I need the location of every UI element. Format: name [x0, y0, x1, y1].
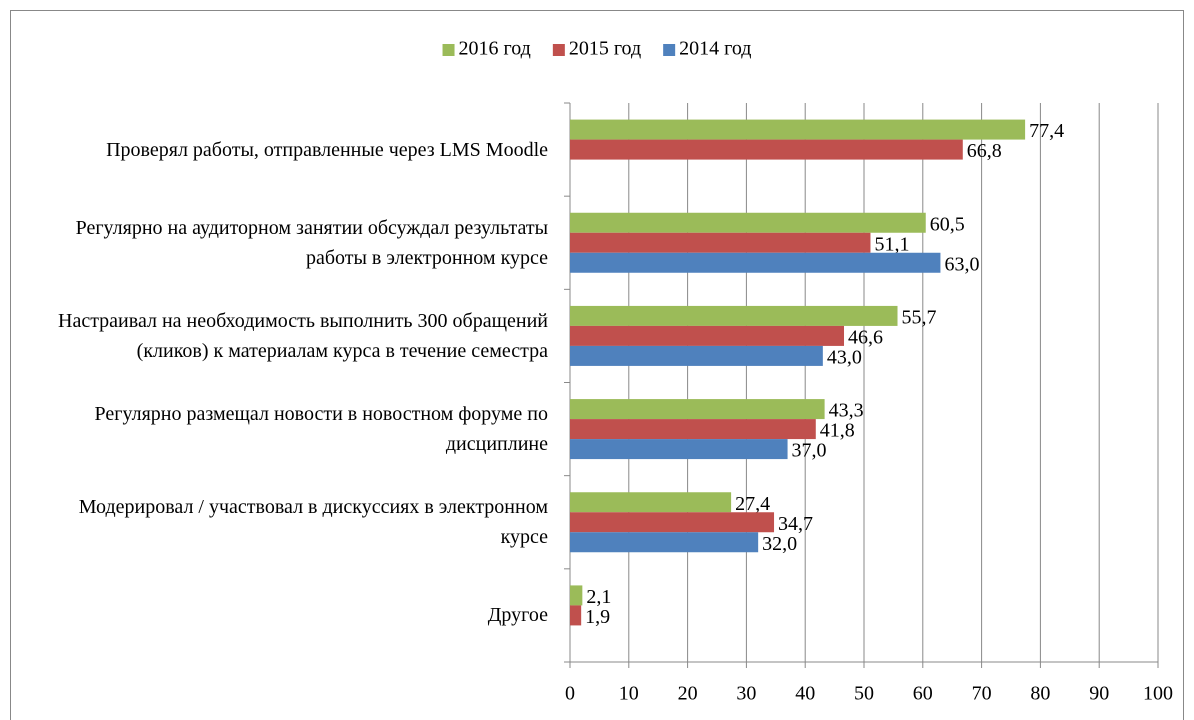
category-text: Проверял работы, отправленные через LMS … [106, 138, 548, 161]
data-label: 37,0 [792, 440, 827, 462]
bar [570, 305, 898, 326]
bar [570, 399, 825, 420]
y-tick-label: Регулярно на аудиторном занятии обсуждал… [28, 196, 548, 289]
data-label: 43,0 [827, 347, 862, 369]
category-text: Настраивал на необходимость выполнить 30… [58, 309, 548, 362]
data-label: 46,6 [848, 327, 883, 349]
x-tick-label: 20 [678, 683, 698, 705]
x-tick-label: 0 [565, 683, 575, 705]
data-label: 34,7 [778, 513, 813, 535]
x-tick-label: 30 [736, 683, 756, 705]
data-label: 27,4 [735, 493, 770, 515]
legend-label: 2016 год [459, 38, 531, 60]
category-text: Регулярно размещал новости в новостном ф… [94, 403, 548, 456]
data-label: 41,8 [820, 420, 855, 442]
data-label: 32,0 [762, 533, 797, 555]
data-label: 60,5 [930, 213, 965, 235]
data-label: 1,9 [585, 606, 610, 628]
x-tick-label: 40 [795, 683, 815, 705]
legend-label: 2015 год [569, 38, 641, 60]
x-tick-label: 90 [1089, 683, 1109, 705]
data-label: 66,8 [967, 140, 1002, 162]
y-tick-label: Проверял работы, отправленные через LMS … [28, 103, 548, 196]
data-label: 43,3 [829, 400, 864, 422]
chart-frame [10, 10, 1184, 720]
bar [570, 439, 788, 460]
category-text: Регулярно на аудиторном занятии обсуждал… [75, 216, 548, 269]
data-label: 77,4 [1029, 120, 1064, 142]
legend-swatch [663, 44, 676, 56]
bar [570, 345, 823, 366]
x-tick-label: 10 [619, 683, 639, 705]
bar [570, 585, 583, 606]
data-label: 55,7 [902, 307, 937, 329]
data-label: 2,1 [586, 586, 611, 608]
y-tick-label: Настраивал на необходимость выполнить 30… [28, 289, 548, 382]
bar [570, 512, 775, 533]
bar [570, 325, 845, 346]
bar [570, 492, 732, 513]
bar [570, 605, 582, 626]
bar [570, 139, 963, 160]
legend-label: 2014 год [679, 38, 751, 60]
bar [570, 419, 816, 440]
y-tick-label: Другое [28, 569, 548, 662]
data-label: 63,0 [944, 253, 979, 275]
bar [570, 232, 871, 253]
y-tick-label: Регулярно размещал новости в новостном ф… [28, 383, 548, 476]
data-label: 51,1 [874, 233, 909, 255]
bar [570, 119, 1026, 140]
x-tick-label: 70 [972, 683, 992, 705]
category-text: Модерировал / участвовал в дискуссиях в … [78, 496, 548, 549]
bar [570, 212, 926, 233]
legend-swatch [442, 44, 455, 56]
x-tick-label: 80 [1030, 683, 1050, 705]
bar [570, 252, 941, 273]
category-text: Другое [487, 604, 548, 627]
x-tick-label: 60 [913, 683, 933, 705]
x-tick-label: 50 [854, 683, 874, 705]
legend-swatch [552, 44, 565, 56]
bar [570, 532, 759, 553]
x-tick-label: 100 [1143, 683, 1173, 705]
y-tick-label: Модерировал / участвовал в дискуссиях в … [28, 476, 548, 569]
